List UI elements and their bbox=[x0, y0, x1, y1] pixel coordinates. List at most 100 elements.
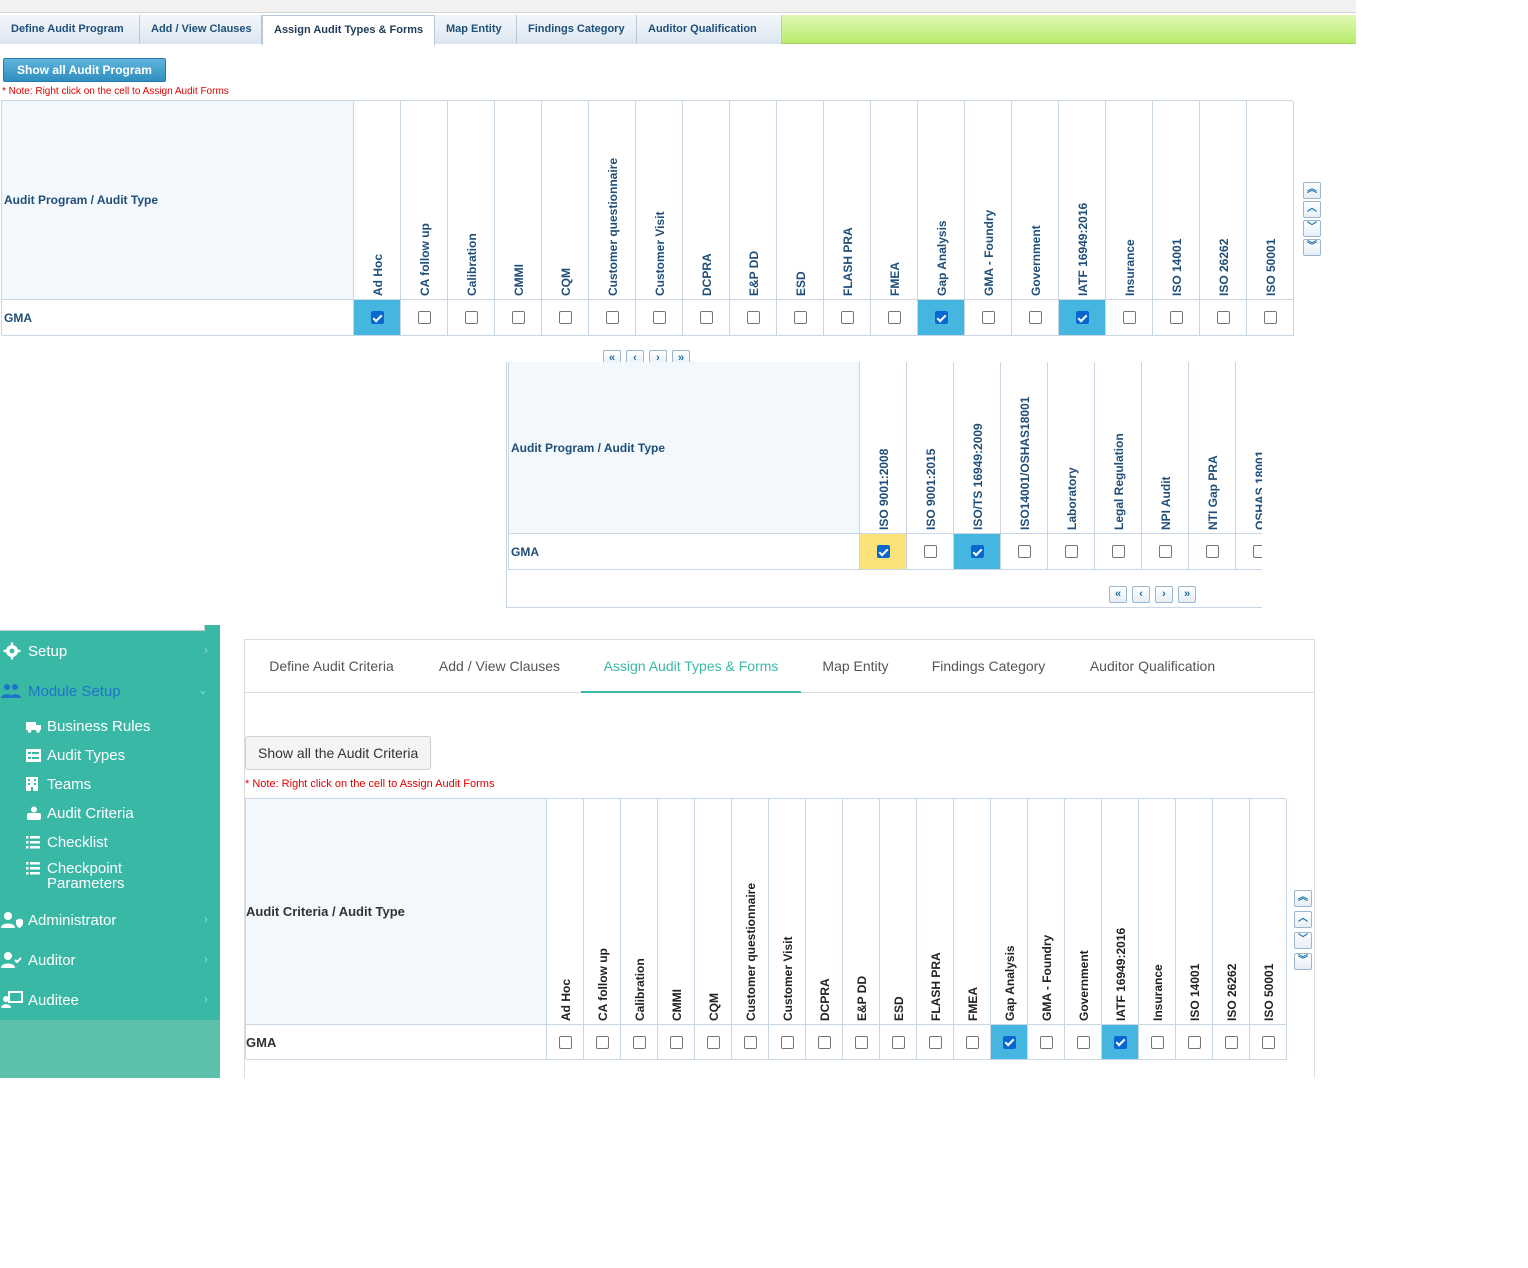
show-all-audit-criteria-button[interactable]: Show all the Audit Criteria bbox=[245, 736, 432, 770]
g3-cell[interactable] bbox=[1065, 1025, 1102, 1060]
up-icon[interactable]: ︿ bbox=[1294, 911, 1312, 928]
g1-checkbox[interactable] bbox=[605, 311, 619, 324]
g1-checkbox[interactable] bbox=[887, 311, 901, 324]
g1-cell[interactable] bbox=[918, 300, 965, 336]
g1-cell[interactable] bbox=[542, 300, 589, 336]
right-icon[interactable]: › bbox=[1155, 586, 1173, 603]
g1-cell[interactable] bbox=[1153, 300, 1200, 336]
g1-checkbox[interactable] bbox=[840, 311, 854, 324]
g1-checkbox[interactable] bbox=[1122, 311, 1136, 324]
g3-checkbox[interactable] bbox=[1002, 1035, 1016, 1049]
g2-cell[interactable] bbox=[1142, 534, 1189, 570]
double-up-icon[interactable]: ︽ bbox=[1303, 182, 1321, 199]
g3-cell[interactable] bbox=[843, 1025, 880, 1060]
g3-cell[interactable] bbox=[954, 1025, 991, 1060]
g3-cell[interactable] bbox=[732, 1025, 769, 1060]
g3-cell[interactable] bbox=[769, 1025, 806, 1060]
g1-cell[interactable] bbox=[589, 300, 636, 336]
g1-cell[interactable] bbox=[965, 300, 1012, 336]
g3-checkbox[interactable] bbox=[743, 1035, 757, 1049]
g2-cell[interactable] bbox=[1048, 534, 1095, 570]
g3-cell[interactable] bbox=[695, 1025, 732, 1060]
g2-cell[interactable] bbox=[1189, 534, 1236, 570]
g1-cell[interactable] bbox=[871, 300, 918, 336]
g3-cell[interactable] bbox=[880, 1025, 917, 1060]
g3-checkbox[interactable] bbox=[558, 1035, 572, 1049]
g3-checkbox[interactable] bbox=[817, 1035, 831, 1049]
old-tab-1[interactable]: Define Audit Program bbox=[0, 15, 140, 44]
g3-checkbox[interactable] bbox=[1261, 1035, 1275, 1049]
double-left-icon[interactable]: « bbox=[1109, 586, 1127, 603]
sidebar-search-box[interactable] bbox=[0, 625, 205, 631]
g1-cell[interactable] bbox=[448, 300, 495, 336]
g1-checkbox[interactable] bbox=[746, 311, 760, 324]
g2-checkbox[interactable] bbox=[1158, 545, 1172, 558]
g2-checkbox[interactable] bbox=[1111, 545, 1125, 558]
new-tab-1[interactable]: Define Audit Criteria bbox=[269, 658, 394, 674]
sidebar-item-4[interactable]: Auditor › bbox=[0, 948, 220, 972]
g3-checkbox[interactable] bbox=[780, 1035, 794, 1049]
g2-cell[interactable] bbox=[1236, 534, 1262, 570]
down-icon[interactable]: ﹀ bbox=[1294, 932, 1312, 949]
g2-checkbox[interactable] bbox=[1064, 545, 1078, 558]
g3-cell[interactable] bbox=[584, 1025, 621, 1060]
g1-checkbox[interactable] bbox=[652, 311, 666, 324]
g2-cell[interactable] bbox=[860, 534, 907, 570]
g3-cell[interactable] bbox=[1213, 1025, 1250, 1060]
g3-checkbox[interactable] bbox=[1224, 1035, 1238, 1049]
g1-cell[interactable] bbox=[1200, 300, 1247, 336]
up-icon[interactable]: ︿ bbox=[1303, 201, 1321, 218]
g1-checkbox[interactable] bbox=[1169, 311, 1183, 324]
down-icon[interactable]: ﹀ bbox=[1303, 220, 1321, 237]
g1-checkbox[interactable] bbox=[1263, 311, 1277, 324]
g2-checkbox[interactable] bbox=[1205, 545, 1219, 558]
new-tab-6[interactable]: Auditor Qualification bbox=[1089, 658, 1216, 674]
g3-checkbox[interactable] bbox=[669, 1035, 683, 1049]
g2-checkbox[interactable] bbox=[1252, 545, 1262, 558]
g1-checkbox[interactable] bbox=[1216, 311, 1230, 324]
old-tab-2[interactable]: Add / View Clauses bbox=[140, 15, 262, 44]
g1-cell[interactable] bbox=[636, 300, 683, 336]
g1-cell[interactable] bbox=[1106, 300, 1153, 336]
g1-cell[interactable] bbox=[1012, 300, 1059, 336]
g2-checkbox[interactable] bbox=[970, 545, 984, 558]
g3-cell[interactable] bbox=[1139, 1025, 1176, 1060]
g3-cell[interactable] bbox=[1028, 1025, 1065, 1060]
g3-checkbox[interactable] bbox=[706, 1035, 720, 1049]
g2-cell[interactable] bbox=[1001, 534, 1048, 570]
old-tab-6[interactable]: Auditor Qualification bbox=[637, 15, 782, 44]
show-all-audit-program-button[interactable]: Show all Audit Program bbox=[3, 58, 166, 82]
old-tab-5[interactable]: Findings Category bbox=[517, 15, 637, 44]
g1-cell[interactable] bbox=[354, 300, 401, 336]
g3-cell[interactable] bbox=[621, 1025, 658, 1060]
sidebar-subitem-2[interactable]: Audit Types bbox=[26, 745, 125, 765]
left-icon[interactable]: ‹ bbox=[1132, 586, 1150, 603]
double-down-icon[interactable]: ︾ bbox=[1303, 239, 1321, 256]
g1-checkbox[interactable] bbox=[793, 311, 807, 324]
g3-checkbox[interactable] bbox=[1076, 1035, 1090, 1049]
sidebar-subitem-5[interactable]: Checklist bbox=[26, 832, 108, 852]
g3-checkbox[interactable] bbox=[928, 1035, 942, 1049]
new-tab-2[interactable]: Add / View Clauses bbox=[438, 658, 561, 674]
g3-cell[interactable] bbox=[1102, 1025, 1139, 1060]
g1-cell[interactable] bbox=[777, 300, 824, 336]
old-tab-4[interactable]: Map Entity bbox=[435, 15, 517, 44]
g2-checkbox[interactable] bbox=[923, 545, 937, 558]
g1-checkbox[interactable] bbox=[934, 311, 948, 324]
g3-checkbox[interactable] bbox=[1187, 1035, 1201, 1049]
g1-checkbox[interactable] bbox=[1075, 311, 1089, 324]
g3-checkbox[interactable] bbox=[965, 1035, 979, 1049]
g2-cell[interactable] bbox=[954, 534, 1001, 570]
g3-cell[interactable] bbox=[1250, 1025, 1287, 1060]
g1-checkbox[interactable] bbox=[699, 311, 713, 324]
g3-cell[interactable] bbox=[547, 1025, 584, 1060]
g1-checkbox[interactable] bbox=[464, 311, 478, 324]
sidebar-item-3[interactable]: Administrator › bbox=[0, 908, 220, 932]
g2-cell[interactable] bbox=[1095, 534, 1142, 570]
g1-cell[interactable] bbox=[401, 300, 448, 336]
double-down-icon[interactable]: ︾ bbox=[1294, 953, 1312, 970]
double-right-icon[interactable]: » bbox=[1178, 586, 1196, 603]
sidebar-subitem-4[interactable]: Audit Criteria bbox=[26, 803, 134, 823]
g2-checkbox[interactable] bbox=[876, 545, 890, 558]
new-tab-5[interactable]: Findings Category bbox=[931, 658, 1046, 674]
